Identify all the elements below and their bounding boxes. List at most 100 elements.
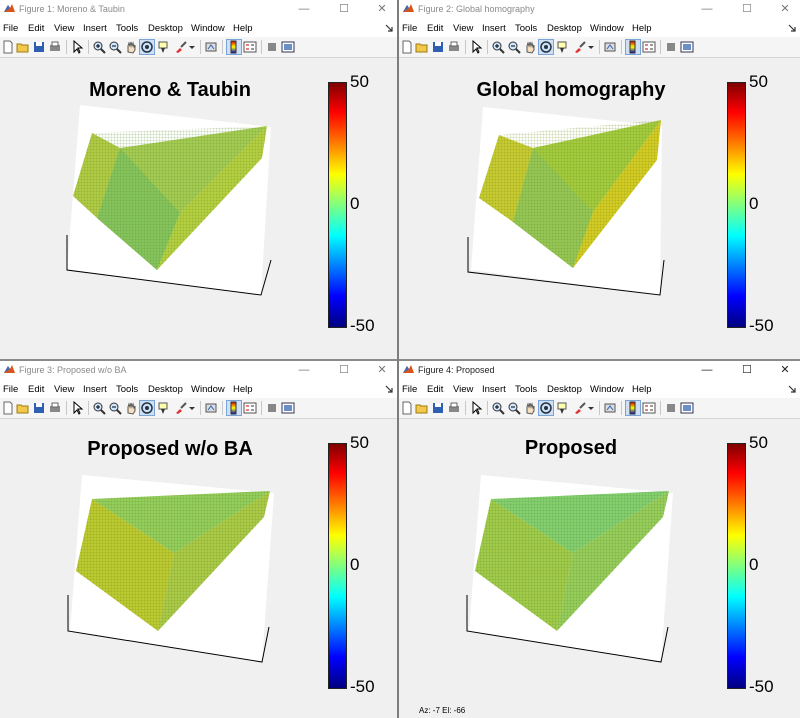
link-plot-icon[interactable]: [204, 401, 218, 415]
colorbar-icon[interactable]: [625, 39, 641, 55]
menu-desktop[interactable]: Desktop: [547, 23, 582, 34]
colorbar[interactable]: [727, 82, 746, 328]
menu-desktop[interactable]: Desktop: [148, 23, 183, 34]
brush-icon[interactable]: [573, 401, 587, 415]
rotate-3d-icon[interactable]: [538, 400, 554, 416]
pointer-icon[interactable]: [469, 401, 483, 415]
title-bar[interactable]: Figure 4: Proposed — ☐ ✕: [399, 361, 800, 380]
colorbar[interactable]: [328, 82, 347, 328]
menu-desktop[interactable]: Desktop: [148, 384, 183, 395]
menu-insert[interactable]: Insert: [482, 23, 506, 34]
zoom-in-icon[interactable]: [92, 401, 106, 415]
title-bar[interactable]: Figure 2: Global homography — ☐ ✕: [399, 0, 800, 19]
zoom-in-icon[interactable]: [491, 401, 505, 415]
new-figure-icon[interactable]: [400, 40, 414, 54]
menu-file[interactable]: File: [402, 384, 418, 395]
minimize-icon[interactable]: —: [701, 364, 713, 376]
zoom-in-icon[interactable]: [491, 40, 505, 54]
data-cursor-icon[interactable]: [555, 40, 569, 54]
print-icon[interactable]: [447, 401, 461, 415]
rotate-3d-icon[interactable]: [538, 39, 554, 55]
menu-file[interactable]: File: [3, 384, 19, 395]
maximize-icon[interactable]: ☐: [339, 3, 349, 15]
maximize-icon[interactable]: ☐: [742, 3, 752, 15]
menu-help[interactable]: Help: [632, 384, 652, 395]
new-figure-icon[interactable]: [1, 40, 15, 54]
legend-icon[interactable]: [243, 401, 257, 415]
pointer-icon[interactable]: [469, 40, 483, 54]
menu-help[interactable]: Help: [233, 384, 253, 395]
3d-axes[interactable]: [62, 467, 282, 667]
data-cursor-icon[interactable]: [555, 401, 569, 415]
menu-window[interactable]: Window: [191, 23, 225, 34]
pointer-icon[interactable]: [70, 40, 84, 54]
colorbar[interactable]: [328, 443, 347, 689]
title-bar[interactable]: Figure 1: Moreno & Taubin — ☐ ✕: [0, 0, 397, 19]
new-figure-icon[interactable]: [1, 401, 15, 415]
legend-icon[interactable]: [243, 40, 257, 54]
menu-insert[interactable]: Insert: [83, 384, 107, 395]
rotate-3d-icon[interactable]: [139, 39, 155, 55]
data-cursor-icon[interactable]: [156, 40, 170, 54]
brush-icon[interactable]: [174, 40, 188, 54]
colorbar-icon[interactable]: [226, 39, 242, 55]
menu-tools[interactable]: Tools: [515, 384, 538, 395]
save-icon[interactable]: [32, 40, 46, 54]
menu-help[interactable]: Help: [233, 23, 253, 34]
colorbar[interactable]: [727, 443, 746, 689]
save-icon[interactable]: [431, 401, 445, 415]
link-plot-icon[interactable]: [204, 40, 218, 54]
3d-axes[interactable]: [62, 100, 282, 300]
colorbar-icon[interactable]: [625, 400, 641, 416]
pan-icon[interactable]: [124, 401, 138, 415]
brush-icon[interactable]: [174, 401, 188, 415]
menu-view[interactable]: View: [54, 384, 75, 395]
pan-icon[interactable]: [523, 40, 537, 54]
open-file-icon[interactable]: [415, 401, 429, 415]
close-icon[interactable]: ✕: [377, 3, 387, 15]
brush-dropdown-icon[interactable]: [188, 401, 196, 415]
pointer-icon[interactable]: [70, 401, 84, 415]
link-plot-icon[interactable]: [603, 401, 617, 415]
link-plot-icon[interactable]: [603, 40, 617, 54]
brush-icon[interactable]: [573, 40, 587, 54]
menu-desktop[interactable]: Desktop: [547, 384, 582, 395]
pan-icon[interactable]: [523, 401, 537, 415]
dock-arrow-icon[interactable]: [788, 24, 796, 32]
legend-icon[interactable]: [642, 40, 656, 54]
dock-arrow-icon[interactable]: [385, 385, 393, 393]
menu-edit[interactable]: Edit: [28, 23, 45, 34]
legend-icon[interactable]: [642, 401, 656, 415]
menu-file[interactable]: File: [3, 23, 19, 34]
menu-tools[interactable]: Tools: [515, 23, 538, 34]
close-icon[interactable]: ✕: [780, 3, 790, 15]
maximize-icon[interactable]: ☐: [742, 364, 752, 376]
menu-edit[interactable]: Edit: [427, 384, 444, 395]
3d-axes[interactable]: [461, 467, 681, 667]
colorbar-icon[interactable]: [226, 400, 242, 416]
hide-plot-tools-icon[interactable]: [664, 40, 678, 54]
menu-edit[interactable]: Edit: [28, 384, 45, 395]
pan-icon[interactable]: [124, 40, 138, 54]
save-icon[interactable]: [431, 40, 445, 54]
dock-arrow-icon[interactable]: [385, 24, 393, 32]
menu-window[interactable]: Window: [590, 23, 624, 34]
minimize-icon[interactable]: —: [701, 3, 713, 15]
open-file-icon[interactable]: [16, 40, 30, 54]
menu-view[interactable]: View: [54, 23, 75, 34]
menu-edit[interactable]: Edit: [427, 23, 444, 34]
print-icon[interactable]: [48, 401, 62, 415]
brush-dropdown-icon[interactable]: [587, 401, 595, 415]
3d-axes[interactable]: [461, 100, 681, 300]
show-plot-tools-icon[interactable]: [281, 40, 295, 54]
hide-plot-tools-icon[interactable]: [265, 40, 279, 54]
menu-window[interactable]: Window: [590, 384, 624, 395]
open-file-icon[interactable]: [16, 401, 30, 415]
show-plot-tools-icon[interactable]: [680, 401, 694, 415]
menu-window[interactable]: Window: [191, 384, 225, 395]
hide-plot-tools-icon[interactable]: [664, 401, 678, 415]
menu-insert[interactable]: Insert: [83, 23, 107, 34]
close-icon[interactable]: ✕: [377, 364, 387, 376]
minimize-icon[interactable]: —: [298, 364, 310, 376]
menu-tools[interactable]: Tools: [116, 384, 139, 395]
